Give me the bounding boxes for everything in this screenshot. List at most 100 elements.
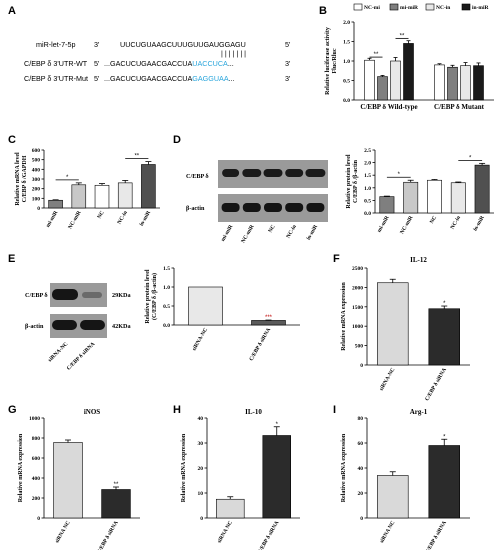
chart-e-ylabel-line: (C/EBP δ /β-actin) [151,273,158,320]
chart-f-ytick-label: 1500 [352,305,363,311]
chart-c-ylabel-line: C/EBP δ /GAPDH [22,155,28,202]
chart-g-title: iNOS [84,408,100,416]
chart-d: 0.0 0.5 1.0 1.5 2.0 2.5 Relative protein level… [346,148,494,235]
chart-i-title: Arg-1 [410,408,428,416]
chart-e-ytick-label: 0.0 [163,323,170,329]
chart-f-ytick-label: 500 [355,344,364,350]
chart-f-ytick-label: 2000 [352,285,363,291]
chart-c: 0 100 200 300 400 500 600 Relative mRNA levelC/… [15,148,160,230]
chart-b-bar [377,76,388,101]
chart-c-ytick-label: 100 [32,196,41,202]
chart-e-category-label: C/EBP δ siRNA [248,327,272,362]
chart-c-category-label: NC [97,210,106,220]
seq-mirna: UUCUGUAAGCUUUGUUGAUGGAGU [120,40,246,49]
chart-i-ylabel-line: Relative mRNA expression [341,433,347,502]
blot-d-label-actin: β-actin [186,205,205,212]
chart-f-bar [376,282,409,366]
chart-e-ylabel: Relative protein level(C/EBP δ /β-actin) [145,269,158,324]
seq-wt-tail: ... [228,59,234,68]
chart-c-ylabel: Relative mRNA levelC/EBP δ /GAPDH [15,152,28,206]
chart-b-bar [447,66,458,101]
seq-prime-start-mut: 5' [94,74,100,83]
chart-d-ytick-label: 0.5 [364,198,371,204]
blot-d-band-actin [306,203,325,212]
blot-d-lane-label: in-miR [306,223,320,241]
chart-b-ylabel-line: Relative luciferase activity [325,27,331,95]
chart-d-ytick-label: 2.5 [364,148,371,154]
chart-f-ylabel: Relative mRNA expression [341,282,347,351]
blot-d-band-cebp [285,169,304,177]
panel-label-e: E [8,253,15,265]
chart-d-ytick-label: 2.0 [364,161,371,167]
seq-mirna-text: UUCUGUAAGCUUUGUUGAUGGAGU [120,40,246,49]
chart-b-ytick-label: 0.0 [343,98,350,104]
chart-c-ytick-label: 200 [32,187,41,193]
chart-i-ytick-label: 0 [360,516,363,522]
chart-h-ytick-label: 20 [198,466,204,472]
blot-d-lane-label: mi-miR [220,223,235,242]
chart-c-ytick-label: 300 [32,177,41,183]
blot-e-label-cebp: C/EBP δ [25,292,48,299]
blot-d-lane-label: NC [268,224,277,234]
blot-d-lane-label: NC-miR [240,223,256,244]
seq-name-wt: C/EBP δ 3'UTR-WT [24,59,88,68]
pair-marks: | | | | | | | [221,49,246,58]
chart-h-ytick-label: 0 [200,516,203,522]
chart-e-category-label: siRNA-NC [191,327,209,352]
blot-e-size-cebp: 29KDa [112,292,131,299]
blot-e: C/EBP δ β-actin 29KDa 42KDa siRNA-NC C/E… [25,283,131,372]
chart-g-category-label: siRNA NC [54,520,72,544]
chart-b-group-label: C/EBP δ Wild-type [360,103,417,111]
chart-c-bar [94,184,110,209]
chart-c-ylabel-line: Relative mRNA level [15,152,21,206]
chart-b-group-label: C/EBP δ Mutant [434,103,485,111]
blot-d-band-cebp [242,169,262,177]
chart-c-category-label: mi-miR [45,209,60,228]
blot-e-band-cebp-si [82,292,102,298]
chart-h-ytick-label: 30 [198,441,204,447]
chart-f-ytick-label: 1000 [352,324,363,330]
chart-i-ylabel: Relative mRNA expression [341,433,347,502]
chart-g-ytick-label: 0 [37,516,40,522]
chart-i-sig-label: * [443,434,446,440]
chart-g-bar [101,489,131,519]
blot-d-band-actin [242,203,261,212]
seq-prime-start-mirna: 3' [94,40,100,49]
blot-d-band-cebp [222,169,240,177]
chart-g-ytick-label: 600 [32,456,41,462]
panel-label-b: B [319,5,327,17]
chart-h: 0 10 20 30 40 Relative mRNA expression IL-10 si… [181,408,300,550]
chart-c-ytick-label: 0 [37,206,40,212]
chart-b-bar [403,43,414,101]
seq-mut-site: GAGGUAA [192,74,229,83]
chart-h-title: IL-10 [245,408,262,416]
chart-c-sig-label: ** [134,154,139,160]
chart-d-ylabel-line: Relative protein level [346,154,352,209]
chart-h-bar [216,498,245,519]
seq-prime-start-wt: 5' [94,59,100,68]
chart-h-ylabel: Relative mRNA expression [181,433,187,502]
chart-d-category-label: mi-miR [376,214,391,233]
chart-g-ytick-label: 800 [32,436,41,442]
blot-e-size-actin: 42KDa [112,323,131,330]
chart-e: 0.0 0.5 1.0 1.5 Relative protein level(C/EBP… [145,266,300,362]
chart-i-category-label: C/EBP δ siRNA [424,520,448,550]
chart-b-sig-label: ** [400,33,405,39]
chart-b-bar [390,60,401,101]
blot-d-lane-label: NC-in [286,224,298,239]
chart-g-bar [53,442,83,519]
seq-mut-plain: ...GACUCUGAACGACCUA [104,74,192,83]
blot-d-band-actin [221,203,240,212]
chart-g-sig-label: ** [114,482,119,488]
blot-d-band-cebp [305,169,326,177]
seq-wt-site: UACCUCA [192,59,228,68]
chart-f-ytick-label: 2500 [352,266,363,272]
blot-d-band-actin [285,203,304,212]
chart-h-category-label: C/EBP δ siRNA [257,520,281,550]
chart-b-legend-label: NC-in [436,5,450,11]
chart-c-bar [141,164,156,209]
chart-h-ytick-label: 40 [198,416,204,422]
chart-b-legend-label: mi-miR [400,5,419,11]
chart-b-legend-swatch [461,3,471,11]
chart-c-sig-label: * [66,175,69,181]
